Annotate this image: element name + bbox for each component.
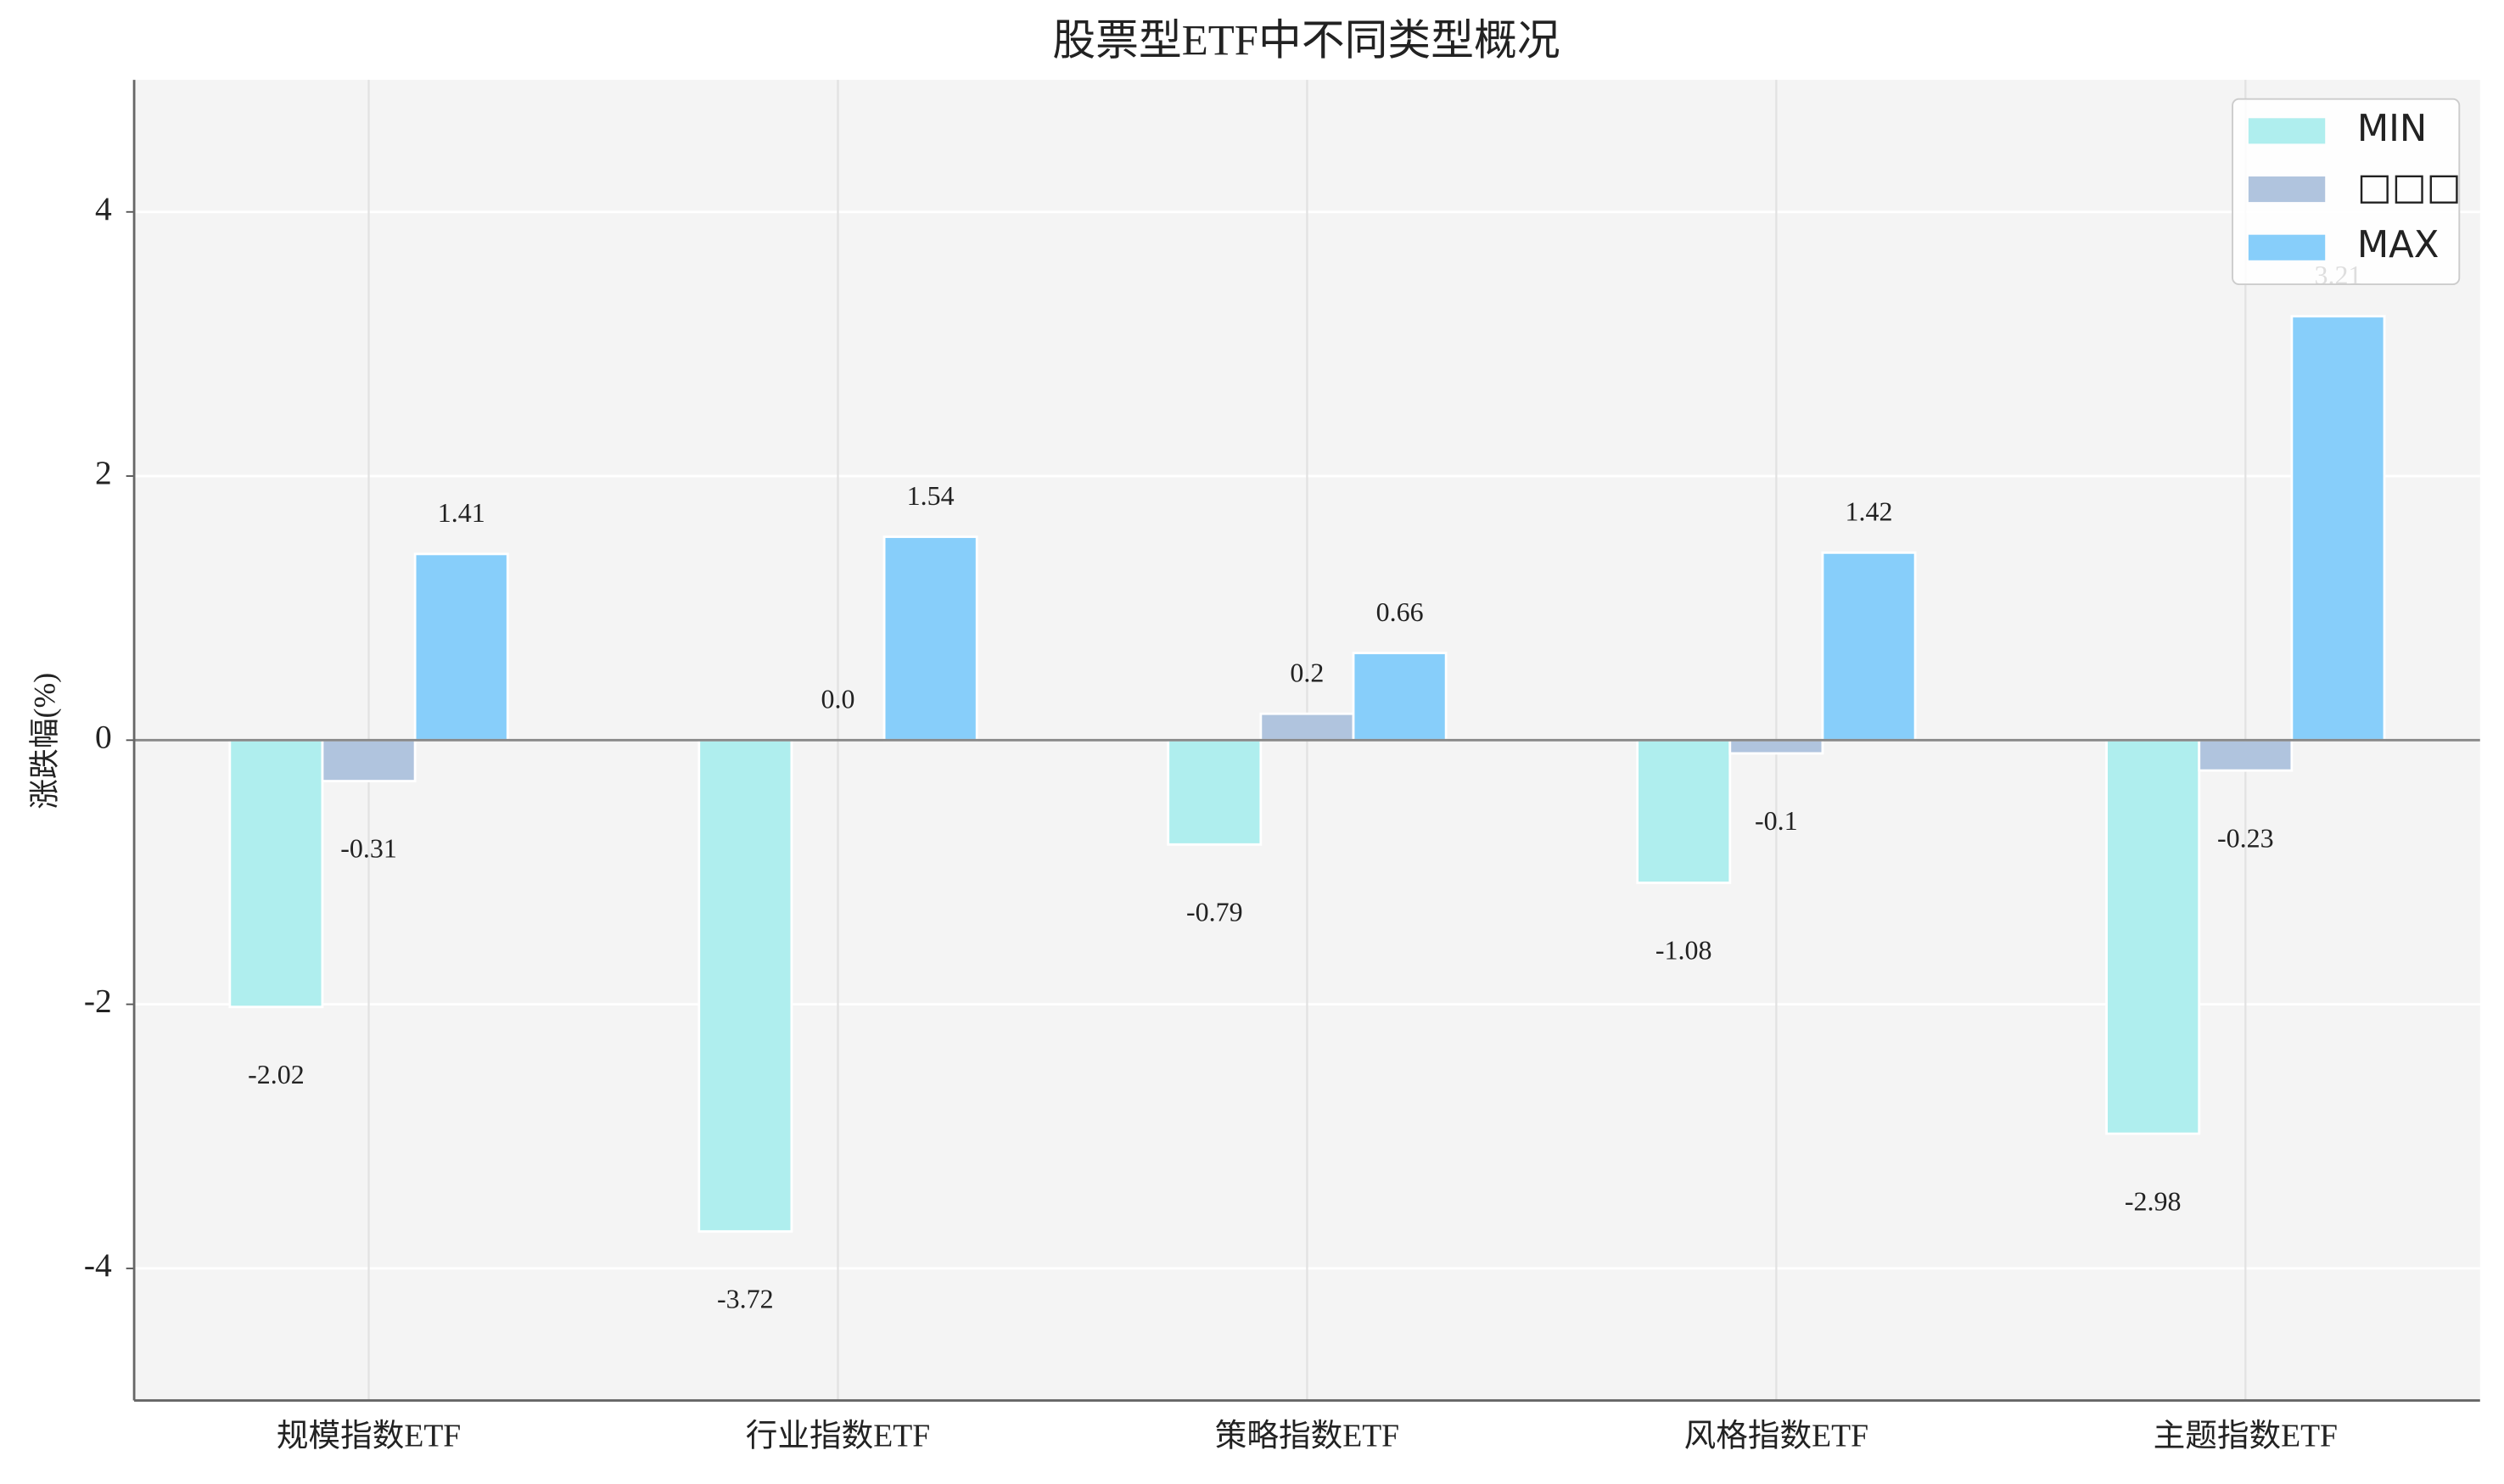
value-label: -0.1 [1755, 805, 1798, 836]
legend-swatch [2248, 234, 2326, 260]
bar [321, 738, 417, 782]
x-tick-label: 主题指数ETF [2154, 1418, 2338, 1453]
x-tick-label: 规模指数ETF [277, 1418, 461, 1453]
y-tick-label: 0 [95, 718, 112, 755]
bar [697, 738, 793, 1233]
bar [1259, 712, 1355, 742]
value-label: -1.08 [1655, 935, 1712, 966]
value-label: 0.0 [821, 684, 855, 714]
legend-label: □□□ [2357, 166, 2462, 209]
y-tick-label: 4 [95, 190, 112, 227]
value-label: -2.98 [2125, 1185, 2182, 1216]
value-label: 0.66 [1376, 596, 1424, 627]
bar [413, 552, 509, 742]
bar [1167, 738, 1263, 846]
bar [2105, 738, 2201, 1135]
y-tick-label: -2 [84, 983, 112, 1020]
x-tick-label: 风格指数ETF [1684, 1418, 1868, 1453]
bar [228, 738, 324, 1009]
value-label: 0.2 [1290, 657, 1324, 687]
legend-label: MAX [2357, 224, 2440, 266]
legend-swatch [2248, 118, 2326, 144]
y-tick-label: 2 [95, 454, 112, 491]
bar [1821, 551, 1917, 742]
x-tick-label: 行业指数ETF [746, 1418, 930, 1453]
bar [882, 535, 978, 742]
value-label: -3.72 [717, 1283, 774, 1313]
bar [1636, 738, 1732, 884]
value-label: 1.54 [907, 480, 955, 511]
legend-swatch [2248, 176, 2326, 203]
bar [1728, 738, 1824, 755]
value-label: -0.23 [2217, 822, 2274, 853]
bar [2290, 315, 2386, 742]
value-label: -2.02 [248, 1059, 305, 1089]
bar [1352, 652, 1448, 742]
y-axis-label: 涨跌幅(%) [28, 673, 62, 809]
value-label: -0.79 [1186, 896, 1243, 927]
value-label: -0.31 [340, 833, 397, 864]
x-tick-label: 策略指数ETF [1215, 1418, 1399, 1453]
y-tick-label: -4 [84, 1246, 112, 1284]
chart-title: 股票型ETF中不同类型概况 [1052, 16, 1560, 64]
legend-label: MIN [2357, 108, 2427, 150]
bar [2198, 738, 2294, 772]
value-label: 1.42 [1846, 496, 1893, 526]
value-label: 1.41 [438, 497, 485, 528]
